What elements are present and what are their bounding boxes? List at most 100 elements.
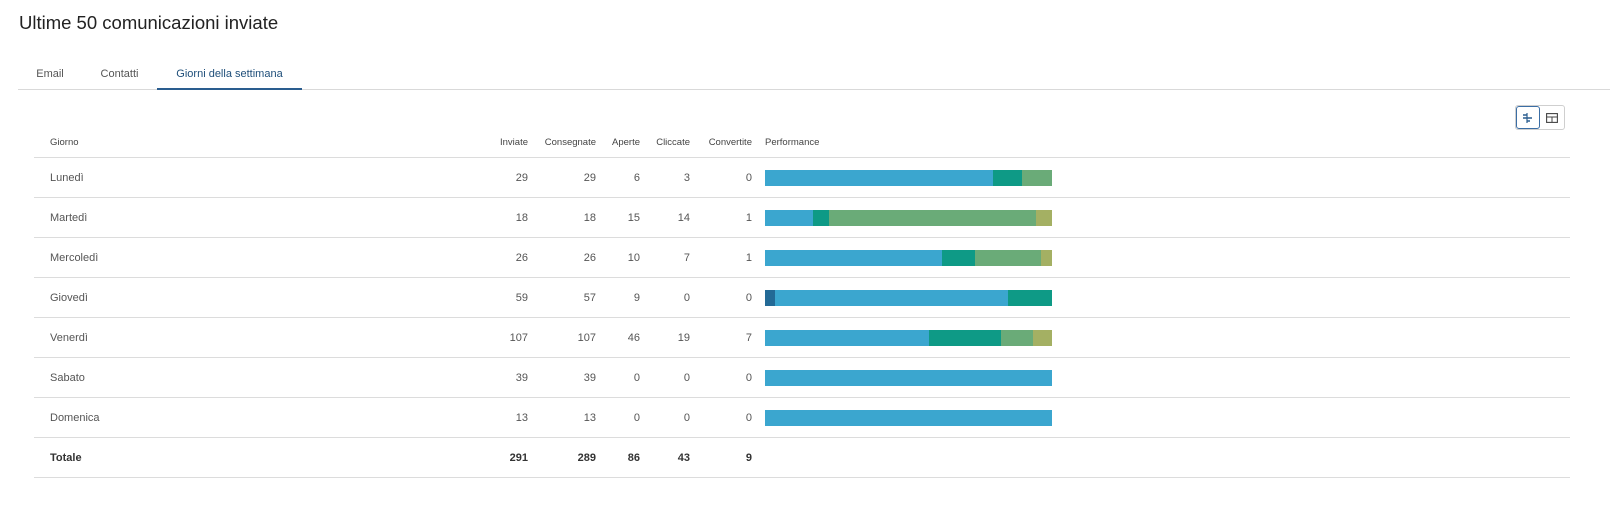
cell-opened: 9 — [633, 291, 640, 304]
segment-converted — [1033, 329, 1052, 346]
cell-opened: 15 — [627, 211, 640, 224]
table-view-button[interactable] — [1540, 106, 1564, 129]
performance-bar — [765, 209, 1052, 226]
cell-converted: 0 — [745, 411, 752, 424]
performance-cell — [765, 198, 1052, 237]
segment-clicked — [828, 209, 1037, 226]
table-row: Sabato 39 39 0 0 0 — [34, 358, 1570, 398]
cell-clicked: 0 — [683, 291, 690, 304]
tab-bar: Email Contatti Giorni della settimana — [18, 64, 1610, 90]
cell-day: Domenica — [50, 411, 100, 424]
performance-cell — [765, 318, 1052, 357]
table-row: Lunedì 29 29 6 3 0 — [34, 158, 1570, 198]
segment-not-delivered — [765, 289, 775, 306]
performance-cell — [765, 158, 1052, 197]
performance-bar — [765, 409, 1052, 426]
weekday-table: Giorno Inviate Consegnate Aperte Cliccat… — [34, 128, 1570, 478]
segment-converted — [1036, 209, 1052, 226]
tab-giorni-della-settimana[interactable]: Giorni della settimana — [157, 64, 302, 90]
cell-sent: 26 — [515, 251, 528, 264]
cell-delivered: 13 — [583, 411, 596, 424]
cell-clicked: 7 — [683, 251, 690, 264]
cell-clicked: 19 — [677, 331, 690, 344]
segment-clicked — [1001, 329, 1034, 346]
segment-delivered — [765, 409, 1052, 426]
header-aperte: Aperte — [612, 137, 640, 148]
cell-delivered: 107 — [577, 331, 596, 344]
cell-day: Giovedì — [50, 291, 88, 304]
cell-sent: 107 — [509, 331, 528, 344]
total-clicked: 43 — [677, 451, 690, 464]
header-giorno: Giorno — [50, 137, 79, 148]
cell-delivered: 57 — [583, 291, 596, 304]
total-opened: 86 — [627, 451, 640, 464]
cell-clicked: 14 — [677, 211, 690, 224]
performance-bar — [765, 369, 1052, 386]
table-row: Giovedì 59 57 9 0 0 — [34, 278, 1570, 318]
cell-day: Lunedì — [50, 171, 84, 184]
total-converted: 9 — [745, 451, 752, 464]
segment-clicked — [1022, 169, 1052, 186]
chart-view-icon — [1523, 112, 1533, 123]
cell-day: Mercoledì — [50, 251, 99, 264]
table-row: Mercoledì 26 26 10 7 1 — [34, 238, 1570, 278]
total-label: Totale — [50, 451, 82, 464]
cell-converted: 1 — [745, 251, 752, 264]
chart-view-button[interactable] — [1516, 106, 1541, 129]
cell-converted: 0 — [745, 171, 752, 184]
segment-delivered — [765, 249, 942, 266]
cell-opened: 6 — [633, 171, 640, 184]
segment-opened — [941, 249, 975, 266]
total-delivered: 289 — [577, 451, 596, 464]
cell-opened: 0 — [633, 411, 640, 424]
header-consegnate: Consegnate — [544, 137, 596, 148]
cell-delivered: 18 — [583, 211, 596, 224]
segment-opened — [992, 169, 1023, 186]
performance-bar — [765, 289, 1052, 306]
cell-delivered: 29 — [583, 171, 596, 184]
cell-clicked: 3 — [683, 171, 690, 184]
header-cliccate: Cliccate — [656, 137, 690, 148]
header-inviate: Inviate — [500, 137, 528, 148]
segment-clicked — [974, 249, 1041, 266]
cell-opened: 0 — [633, 371, 640, 384]
performance-cell — [765, 278, 1052, 317]
cell-delivered: 26 — [583, 251, 596, 264]
header-convertite: Convertite — [708, 137, 752, 148]
segment-delivered — [774, 289, 1009, 306]
total-sent: 291 — [509, 451, 528, 464]
table-row: Domenica 13 13 0 0 0 — [34, 398, 1570, 438]
cell-clicked: 0 — [683, 371, 690, 384]
cell-clicked: 0 — [683, 411, 690, 424]
cell-converted: 0 — [745, 291, 752, 304]
performance-bar — [765, 249, 1052, 266]
cell-opened: 46 — [627, 331, 640, 344]
cell-delivered: 39 — [583, 371, 596, 384]
performance-cell — [765, 358, 1052, 397]
cell-day: Venerdì — [50, 331, 88, 344]
performance-bar — [765, 169, 1052, 186]
cell-sent: 39 — [515, 371, 528, 384]
tab-contatti[interactable]: Contatti — [100, 68, 139, 80]
performance-cell — [765, 238, 1052, 277]
cell-converted: 0 — [745, 371, 752, 384]
view-toggle — [1515, 105, 1565, 130]
segment-delivered — [765, 369, 1052, 386]
cell-sent: 18 — [515, 211, 528, 224]
segment-delivered — [765, 329, 929, 346]
cell-sent: 29 — [515, 171, 528, 184]
segment-opened — [812, 209, 829, 226]
segment-opened — [928, 329, 1002, 346]
cell-opened: 10 — [627, 251, 640, 264]
table-row: Venerdì 107 107 46 19 7 — [34, 318, 1570, 358]
performance-cell — [765, 398, 1052, 437]
table-view-icon — [1546, 112, 1558, 123]
cell-day: Martedì — [50, 211, 88, 224]
segment-opened — [1008, 289, 1052, 306]
segment-delivered — [765, 209, 813, 226]
page-title: Ultime 50 comunicazioni inviate — [19, 12, 279, 33]
cell-converted: 7 — [745, 331, 752, 344]
tab-email[interactable]: Email — [36, 68, 64, 80]
cell-converted: 1 — [745, 211, 752, 224]
table-header: Giorno Inviate Consegnate Aperte Cliccat… — [34, 128, 1570, 158]
